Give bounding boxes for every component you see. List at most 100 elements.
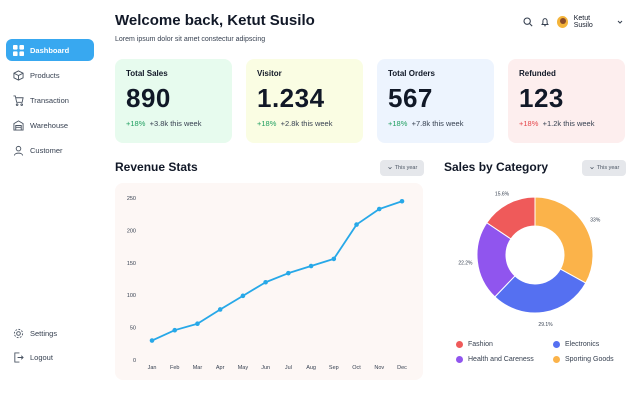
- stat-card-delta: +7.8k this week: [411, 119, 464, 128]
- revenue-line-chart: 0 50 100 150 200 250 Jan Feb Mar Apr May Jun Jul Aug S…: [127, 196, 407, 371]
- x-tick-label: Jul: [285, 365, 292, 371]
- x-tick-label: Nov: [374, 365, 384, 371]
- stat-card-label: Total Orders: [388, 69, 435, 78]
- stat-card-value: 890: [126, 83, 171, 113]
- sidebar-item-settings[interactable]: Settings: [6, 322, 94, 344]
- user-name[interactable]: Ketut Susilo: [573, 15, 593, 29]
- sidebar-item-products[interactable]: Products: [6, 64, 94, 86]
- legend-swatch: [456, 356, 463, 363]
- stat-card-delta: +3.8k this week: [149, 119, 202, 128]
- y-tick-label: 250: [127, 196, 136, 202]
- data-point[interactable]: [354, 222, 359, 227]
- category-period-label: This year: [596, 165, 620, 171]
- legend-swatch: [553, 341, 560, 348]
- stat-card-visitor: Visitor 1.234 +18% +2.8k this week: [246, 59, 363, 143]
- sidebar-item-customer[interactable]: Customer: [6, 139, 94, 161]
- data-point[interactable]: [172, 327, 178, 333]
- stat-card-pct: +18%: [126, 119, 146, 128]
- data-point[interactable]: [195, 321, 200, 327]
- y-tick-label: 200: [127, 228, 136, 234]
- chevron-down-icon[interactable]: [615, 16, 626, 28]
- stat-card-pct: +18%: [388, 119, 408, 128]
- legend-swatch: [456, 341, 463, 348]
- revenue-series-line: [151, 200, 403, 342]
- x-tick-label: Jun: [261, 365, 270, 371]
- y-tick-label: 0: [133, 358, 136, 364]
- legend-item-sporting: Sporting Goods: [553, 356, 614, 363]
- x-tick-label: Aug: [306, 365, 316, 371]
- sidebar: Dashboard Products Transaction Warehouse…: [0, 0, 100, 401]
- box-icon: [12, 69, 24, 81]
- avatar[interactable]: [556, 16, 568, 28]
- stat-card-label: Total Sales: [126, 69, 168, 78]
- top-bar-actions: Ketut Susilo: [522, 15, 626, 29]
- page-subtitle: Lorem ipsum dolor sit amet constectur ad…: [115, 36, 266, 43]
- sidebar-item-transaction[interactable]: Transaction: [6, 89, 94, 111]
- data-point[interactable]: [240, 293, 246, 299]
- cart-icon: [12, 94, 24, 106]
- revenue-period-label: This year: [394, 165, 418, 171]
- x-tick-label: Dec: [397, 365, 407, 371]
- user-icon: [12, 144, 24, 156]
- x-tick-label: Sep: [329, 365, 339, 371]
- x-tick-label: May: [238, 365, 249, 371]
- category-period-select[interactable]: This year: [582, 160, 626, 176]
- data-point[interactable]: [308, 263, 314, 269]
- legend-label: Fashion: [468, 341, 493, 348]
- data-point[interactable]: [399, 198, 405, 204]
- legend-label: Sporting Goods: [565, 356, 614, 363]
- slice-electronics[interactable]: [494, 268, 587, 314]
- x-tick-label: Oct: [352, 365, 361, 371]
- search-icon[interactable]: [522, 16, 533, 28]
- slice-fashion[interactable]: [486, 196, 536, 240]
- stat-card-delta: +1.2k this week: [542, 119, 595, 128]
- stat-card-total-sales: Total Sales 890 +18% +3.8k this week: [115, 59, 232, 143]
- chevron-down-icon: [589, 166, 594, 170]
- bell-icon[interactable]: [539, 16, 550, 28]
- chevron-down-icon: [387, 166, 392, 170]
- slice-label: 29.1%: [538, 322, 553, 328]
- warehouse-icon: [12, 119, 24, 131]
- x-tick-label: Jan: [148, 365, 157, 371]
- data-point[interactable]: [331, 256, 337, 262]
- stat-card-refunded: Refunded 123 +18% +1.2k this week: [508, 59, 625, 143]
- slice-label: 22.2%: [458, 261, 473, 267]
- legend-item-health: Health and Careness: [456, 356, 534, 363]
- data-point[interactable]: [376, 206, 382, 212]
- data-point[interactable]: [263, 279, 268, 285]
- data-point[interactable]: [286, 270, 291, 276]
- stat-card-pct: +18%: [257, 119, 277, 128]
- stat-card-delta: +2.8k this week: [280, 119, 333, 128]
- stat-card-value: 123: [519, 83, 564, 113]
- logout-icon: [12, 351, 24, 363]
- y-tick-label: 100: [127, 293, 136, 299]
- stat-card-label: Refunded: [519, 69, 556, 78]
- sidebar-item-logout[interactable]: Logout: [6, 346, 94, 368]
- revenue-period-select[interactable]: This year: [380, 160, 424, 176]
- sales-category-title: Sales by Category: [444, 160, 549, 174]
- category-donut-wrap: 33% 29.1% 22.2% 15.6%: [444, 183, 626, 333]
- legend-label: Health and Careness: [468, 356, 534, 363]
- revenue-chart-panel: 0 50 100 150 200 250 Jan Feb Mar Apr May Jun Jul Aug S…: [115, 183, 423, 380]
- stat-card-pct: +18%: [519, 119, 539, 128]
- legend-swatch: [553, 356, 560, 363]
- stat-card-total-orders: Total Orders 567 +18% +7.8k this week: [377, 59, 494, 143]
- x-tick-label: Apr: [216, 365, 225, 371]
- sidebar-item-label: Products: [30, 70, 60, 80]
- sidebar-item-warehouse[interactable]: Warehouse: [6, 114, 94, 136]
- grid-icon: [12, 44, 24, 56]
- legend-item-fashion: Fashion: [456, 341, 493, 348]
- sidebar-item-label: Customer: [30, 145, 63, 155]
- data-point[interactable]: [217, 307, 223, 312]
- stat-card-value: 1.234: [257, 83, 325, 113]
- sidebar-item-label: Logout: [30, 352, 53, 362]
- gear-icon: [12, 327, 24, 339]
- sidebar-item-dashboard[interactable]: Dashboard: [6, 39, 94, 61]
- legend-item-electronics: Electronics: [553, 341, 599, 348]
- page-title: Welcome back, Ketut Susilo: [115, 12, 315, 29]
- slice-sporting-goods[interactable]: [534, 196, 594, 284]
- data-point[interactable]: [149, 338, 155, 343]
- x-tick-label: Mar: [193, 365, 203, 371]
- sidebar-item-label: Settings: [30, 328, 58, 338]
- slice-label: 33%: [590, 217, 601, 223]
